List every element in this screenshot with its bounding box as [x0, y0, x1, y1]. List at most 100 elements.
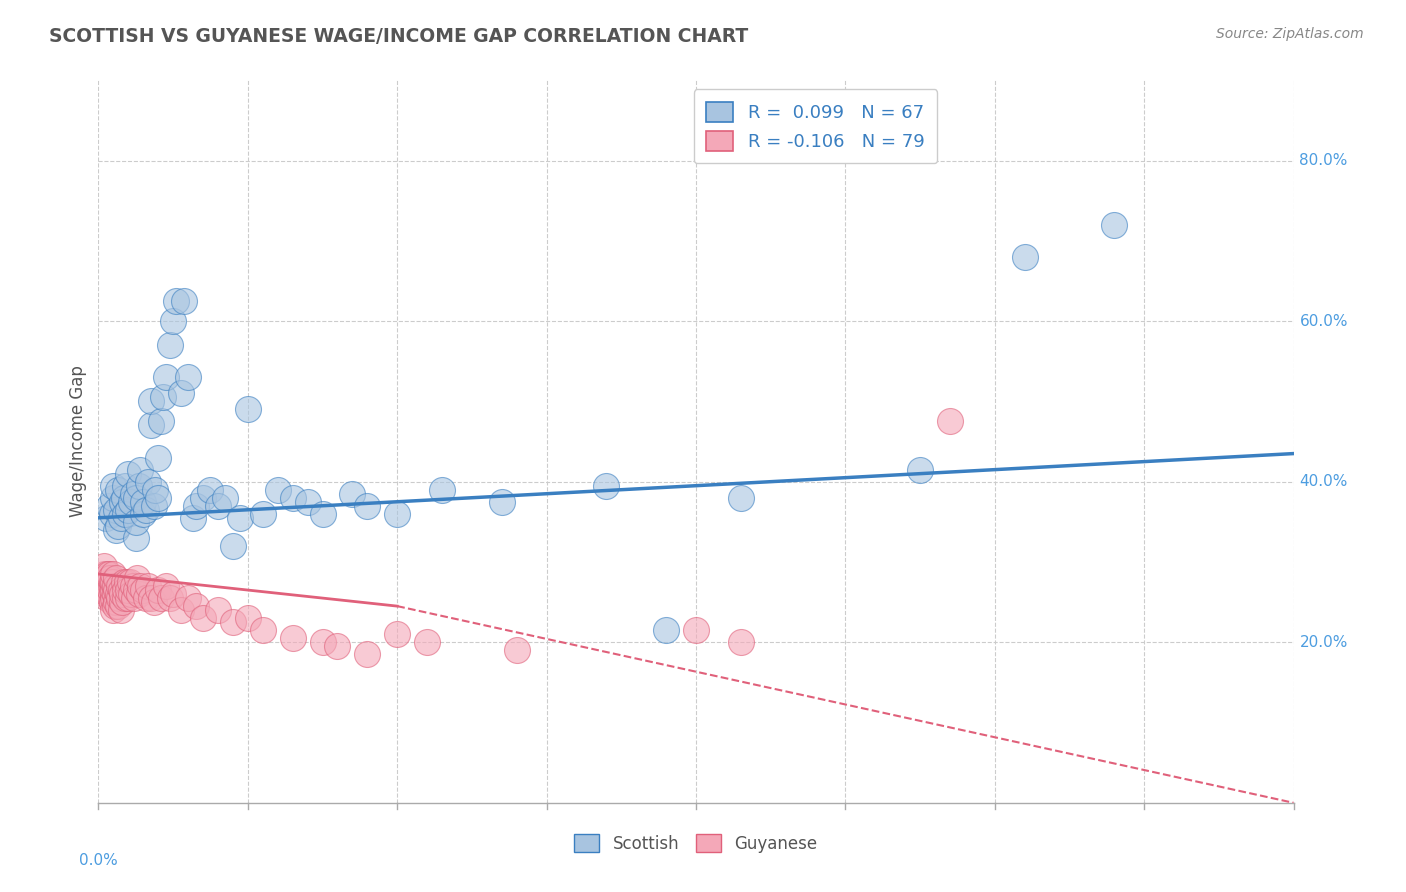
Point: [104, 579, 127, 593]
Point: [430, 483, 453, 497]
Point: [98, 591, 122, 605]
Point: [111, 494, 134, 508]
Point: [125, 583, 148, 598]
Point: [135, 591, 157, 605]
Point: [101, 574, 124, 589]
Point: [103, 574, 125, 589]
Point: [685, 623, 707, 637]
Point: [356, 648, 378, 662]
Point: [101, 507, 124, 521]
Point: [103, 583, 125, 598]
Point: [108, 591, 131, 605]
Point: [177, 370, 200, 384]
Point: [252, 507, 274, 521]
Point: [105, 595, 128, 609]
Point: [105, 502, 128, 516]
Point: [124, 591, 146, 605]
Point: [90, 583, 112, 598]
Point: [222, 615, 245, 630]
Point: [132, 494, 155, 508]
Point: [655, 623, 678, 637]
Text: 0.0%: 0.0%: [79, 854, 118, 869]
Point: [120, 494, 142, 508]
Point: [207, 603, 229, 617]
Point: [108, 579, 131, 593]
Text: 80.0%: 80.0%: [1299, 153, 1348, 168]
Point: [162, 314, 184, 328]
Point: [117, 467, 139, 481]
Point: [94, 583, 117, 598]
Point: [111, 595, 134, 609]
Point: [165, 293, 187, 308]
Point: [139, 591, 162, 605]
Point: [229, 510, 252, 524]
Point: [107, 599, 129, 614]
Point: [311, 635, 333, 649]
Point: [125, 515, 148, 529]
Text: SCOTTISH VS GUYANESE WAGE/INCOME GAP CORRELATION CHART: SCOTTISH VS GUYANESE WAGE/INCOME GAP COR…: [49, 27, 748, 45]
Point: [111, 587, 134, 601]
Point: [595, 478, 617, 492]
Point: [207, 499, 229, 513]
Point: [114, 478, 136, 492]
Point: [236, 611, 259, 625]
Point: [105, 571, 128, 585]
Point: [184, 499, 207, 513]
Point: [103, 591, 125, 605]
Point: [267, 483, 290, 497]
Point: [112, 574, 135, 589]
Point: [191, 611, 214, 625]
Point: [117, 591, 139, 605]
Point: [385, 507, 409, 521]
Point: [94, 510, 117, 524]
Point: [96, 579, 118, 593]
Point: [155, 579, 177, 593]
Point: [159, 338, 181, 352]
Point: [177, 591, 200, 605]
Point: [136, 475, 159, 489]
Point: [93, 567, 115, 582]
Text: 20.0%: 20.0%: [1299, 635, 1348, 649]
Point: [115, 574, 138, 589]
Point: [281, 491, 304, 505]
Legend: Scottish, Guyanese: Scottish, Guyanese: [568, 828, 824, 860]
Point: [112, 491, 135, 505]
Point: [152, 390, 174, 404]
Point: [117, 583, 139, 598]
Point: [252, 623, 274, 637]
Point: [139, 418, 162, 433]
Point: [1104, 218, 1126, 232]
Point: [94, 571, 117, 585]
Point: [129, 462, 152, 476]
Point: [97, 574, 120, 589]
Point: [97, 587, 120, 601]
Point: [159, 591, 181, 605]
Point: [107, 518, 129, 533]
Point: [101, 595, 124, 609]
Point: [236, 402, 259, 417]
Point: [128, 478, 150, 492]
Point: [101, 583, 124, 598]
Point: [139, 394, 162, 409]
Point: [506, 643, 529, 657]
Point: [142, 499, 165, 513]
Point: [103, 478, 125, 492]
Point: [939, 414, 962, 428]
Point: [416, 635, 439, 649]
Point: [118, 574, 141, 589]
Point: [222, 539, 245, 553]
Point: [132, 507, 155, 521]
Point: [155, 370, 177, 384]
Point: [105, 583, 128, 598]
Point: [96, 567, 118, 582]
Y-axis label: Wage/Income Gap: Wage/Income Gap: [69, 366, 87, 517]
Point: [103, 603, 125, 617]
Point: [311, 507, 333, 521]
Point: [110, 583, 132, 598]
Point: [297, 494, 319, 508]
Point: [121, 486, 143, 500]
Point: [104, 587, 127, 601]
Point: [173, 293, 195, 308]
Point: [107, 587, 129, 601]
Point: [117, 502, 139, 516]
